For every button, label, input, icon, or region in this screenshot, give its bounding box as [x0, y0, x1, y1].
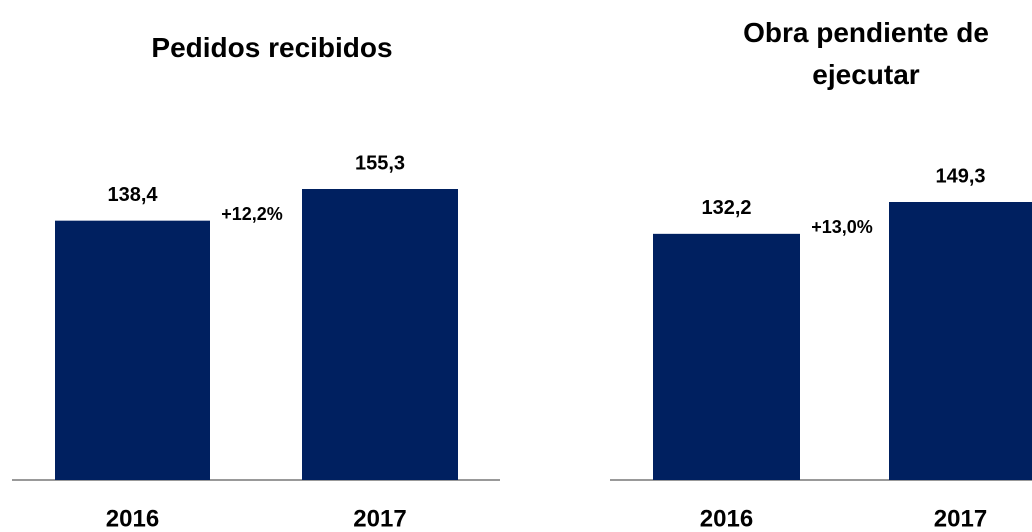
x-tick-label: 2017: [934, 505, 987, 532]
value-label: 149,3: [935, 165, 985, 187]
value-label: 132,2: [701, 197, 751, 219]
bar: [55, 220, 210, 480]
annotation: +12,2%: [221, 204, 283, 224]
bar: [889, 202, 1032, 480]
bar: [302, 189, 458, 480]
chart-title: Obra pendiente de ejecutar: [743, 17, 989, 90]
value-label: 155,3: [355, 152, 405, 174]
x-tick-label: 2016: [106, 505, 159, 532]
x-tick-label: 2017: [353, 505, 406, 532]
annotation: +13,0%: [811, 217, 873, 237]
value-label: 138,4: [107, 184, 158, 206]
bar: [653, 233, 800, 480]
chart-title: Pedidos recibidos: [151, 32, 393, 63]
x-tick-label: 2016: [700, 505, 753, 532]
